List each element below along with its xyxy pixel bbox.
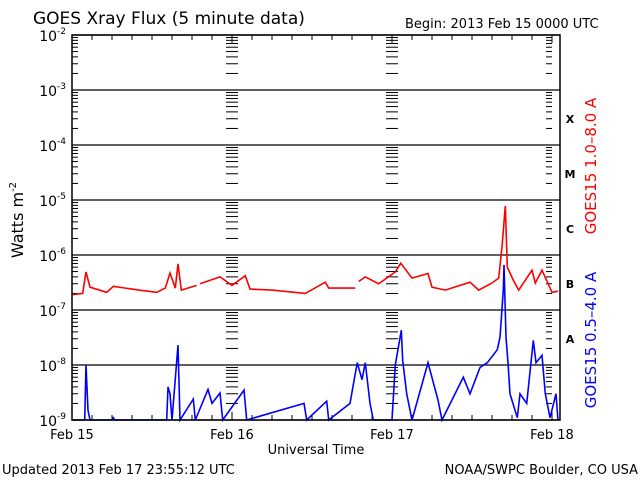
begin-time: Begin: 2013 Feb 15 0000 UTC <box>405 17 599 32</box>
y-tick-base: 10 <box>39 139 57 155</box>
y-tick-exp: -9 <box>57 412 66 422</box>
y-tick-exp: -4 <box>57 137 66 147</box>
y-tick-exp: -2 <box>57 27 66 37</box>
flare-class-label: X <box>566 113 575 126</box>
flare-class-label: A <box>566 333 575 346</box>
y-tick-label: 10-6 <box>39 247 66 265</box>
series-short-line <box>72 264 559 423</box>
y-tick-label: 10-2 <box>39 27 66 45</box>
y-tick-exp: -3 <box>57 82 66 92</box>
y-tick-label: 10-7 <box>39 302 66 320</box>
x-tick-labels: Feb 15 Feb 16 Feb 17 Feb 18 <box>50 428 574 443</box>
x-tick-label: Feb 16 <box>210 428 254 443</box>
y-axis-label-text: Watts m <box>8 192 27 258</box>
y-tick-label: 10-3 <box>39 82 66 100</box>
y-tick-exp: -7 <box>57 302 66 312</box>
series-long-line <box>71 205 559 296</box>
y-tick-exp: -5 <box>57 192 66 202</box>
x-tick-label: Feb 18 <box>530 428 574 443</box>
y-tick-base: 10 <box>39 414 57 430</box>
x-tick-label: Feb 15 <box>50 428 94 443</box>
y-tick-base: 10 <box>39 29 57 45</box>
y-tick-label: 10-5 <box>39 192 66 210</box>
plot-frame <box>71 34 561 421</box>
y-tick-base: 10 <box>39 249 57 265</box>
y-tick-labels: 10-210-310-410-510-610-710-810-9 <box>39 27 66 430</box>
y-tick-base: 10 <box>39 304 57 320</box>
chart-title: GOES Xray Flux (5 minute data) <box>33 9 305 29</box>
legend-series-short: GOES15 0.5–4.0 A <box>582 271 600 408</box>
flare-class-label: C <box>566 223 574 236</box>
flare-class-label: M <box>565 168 576 181</box>
y-tick-base: 10 <box>39 194 57 210</box>
plot-area <box>71 34 561 423</box>
y-tick-base: 10 <box>39 359 57 375</box>
y-tick-label: 10-8 <box>39 357 66 375</box>
y-tick-label: 10-9 <box>39 412 66 430</box>
y-tick-exp: -6 <box>57 247 66 257</box>
flare-class-label: B <box>566 278 574 291</box>
credit-text: NOAA/SWPC Boulder, CO USA <box>445 463 638 478</box>
legend-series-long: GOES15 1.0–8.0 A <box>582 97 600 234</box>
y-tick-exp: -8 <box>57 357 66 367</box>
x-tick-label: Feb 17 <box>370 428 414 443</box>
updated-timestamp: Updated 2013 Feb 17 23:55:12 UTC <box>2 463 235 478</box>
y-tick-label: 10-4 <box>39 137 66 155</box>
y-axis-label: Watts m-2 <box>8 182 27 258</box>
y-axis-label-exp: -2 <box>8 182 19 192</box>
y-tick-base: 10 <box>39 84 57 100</box>
x-axis-label: Universal Time <box>268 443 365 458</box>
flare-class-labels: X M C B A <box>565 113 576 346</box>
